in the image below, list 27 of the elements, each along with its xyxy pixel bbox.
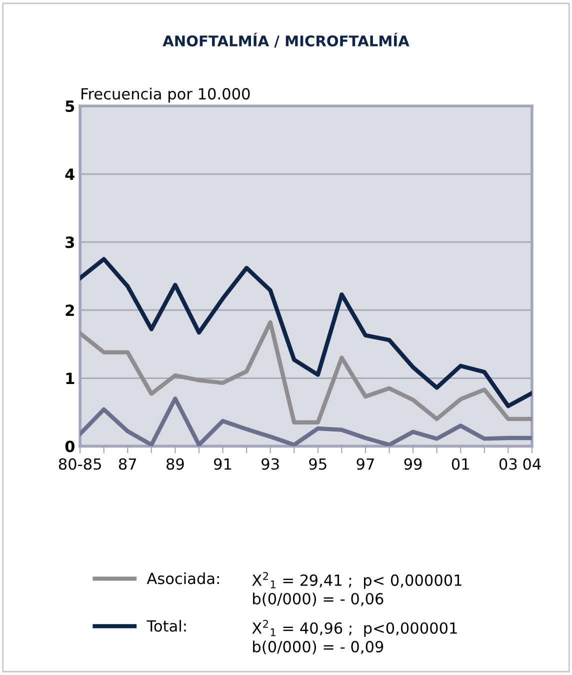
line-series (80, 256, 532, 408)
y-tick-label: 5 (66, 100, 74, 112)
legend-label: Total: (146, 620, 186, 632)
x-tick-label: 87 (118, 458, 136, 470)
y-tick-label: 2 (66, 304, 74, 316)
text: X$^{2}$$_{1}$ = 40,96 ; p<0,000001 (252, 620, 457, 637)
y-tick-label: 1 (66, 372, 74, 384)
text: X$^{2}$$_{1}$ = 29,41 ; p< 0,000001 (252, 572, 462, 589)
text: b(0/000) = - 0,09 (253, 640, 384, 654)
text: b(0/000) = - 0,06 (253, 592, 384, 606)
line-series (80, 320, 532, 424)
y-axis-title: Frecuencia por 10.000 (82, 88, 250, 103)
x-tick-label: 91 (214, 458, 232, 470)
y-tick-label: 0 (65, 440, 74, 452)
legend-label: Asociada: (146, 572, 219, 584)
y-tick-label: 4 (65, 168, 75, 180)
x-tick-label: 93 (262, 458, 279, 470)
y-tick-label: 3 (66, 236, 74, 248)
x-tick-label: 95 (309, 458, 326, 470)
chart-title: ANOFTALMÍA / MICROFTALMÍA (162, 32, 410, 48)
x-tick-label: 89 (166, 458, 184, 470)
x-tick-label: 03 (499, 458, 517, 470)
x-tick-label: 80-85 (58, 458, 101, 470)
x-tick-label: 01 (452, 458, 469, 470)
x-tick-label: 04 (523, 458, 541, 470)
x-tick-label: 97 (356, 458, 374, 470)
x-tick-label: 99 (404, 458, 422, 470)
